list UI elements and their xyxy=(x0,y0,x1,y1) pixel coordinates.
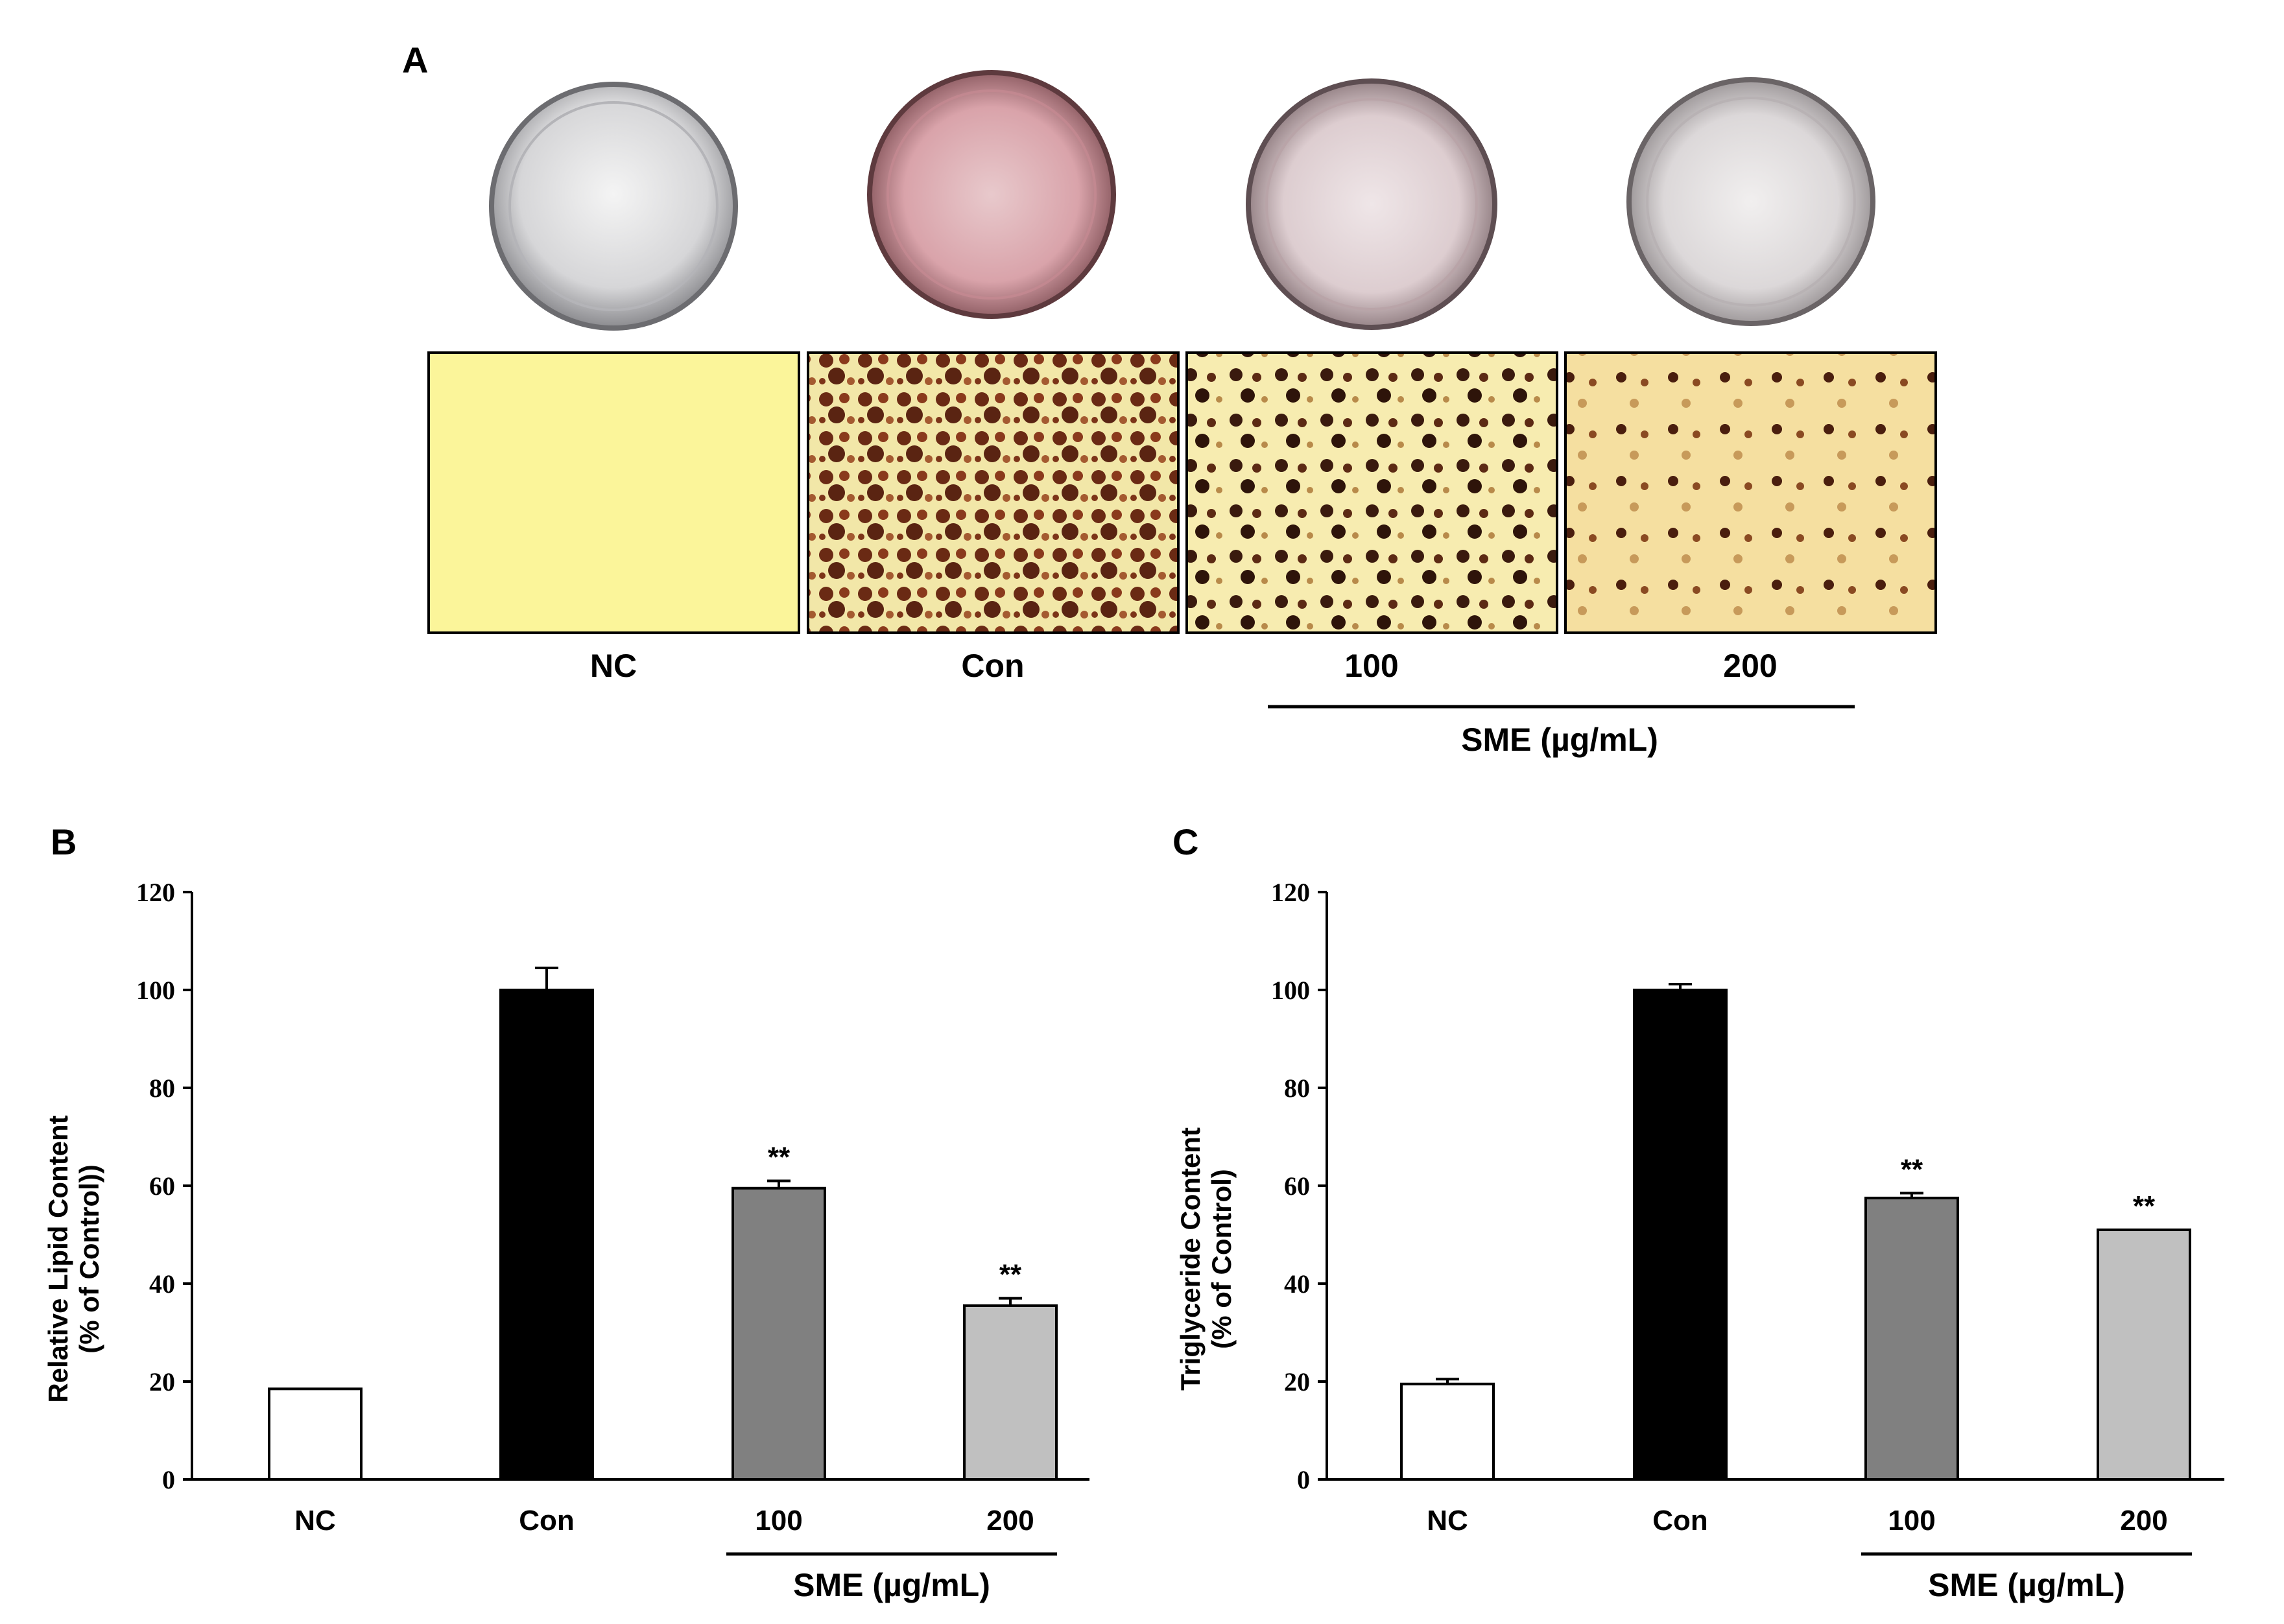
micrograph-con xyxy=(807,351,1180,634)
dish-photo-con xyxy=(867,70,1116,319)
x-category-label: Con xyxy=(519,1505,575,1536)
significance-marker: ** xyxy=(1901,1153,1923,1185)
dish-photo-100 xyxy=(1246,78,1497,330)
panel-label-a: A xyxy=(402,40,428,80)
bar-200 xyxy=(963,1304,1058,1481)
y-tick-label: 0 xyxy=(162,1465,175,1494)
significance-marker: ** xyxy=(2133,1190,2156,1222)
bar-nc xyxy=(1400,1382,1495,1481)
y-axis-label-line1: Triglyceride Content xyxy=(1175,1127,1206,1391)
micrograph-200 xyxy=(1564,351,1937,634)
bar-200 xyxy=(2097,1228,2191,1481)
bar-con xyxy=(1633,989,1728,1481)
x-axis-label: SME (µg/mL) xyxy=(793,1567,990,1603)
bar-100 xyxy=(1864,1196,1959,1481)
y-tick-label: 20 xyxy=(1284,1367,1310,1396)
group-label-nc: NC xyxy=(590,648,637,684)
y-tick-label: 80 xyxy=(149,1074,175,1103)
x-category-label: 200 xyxy=(986,1505,1034,1536)
x-category-label: 200 xyxy=(2120,1505,2167,1536)
y-tick-label: 80 xyxy=(1284,1074,1310,1103)
micrograph-100 xyxy=(1185,351,1558,634)
y-tick-label: 60 xyxy=(149,1171,175,1201)
group-label-100: 100 xyxy=(1344,648,1398,684)
panel-label-c: C xyxy=(1172,821,1198,862)
micrograph-nc xyxy=(427,351,800,634)
y-axis-label-line1: Relative Lipid Content xyxy=(43,1115,73,1402)
y-tick-label: 120 xyxy=(136,878,175,907)
x-category-label: NC xyxy=(294,1505,336,1536)
x-category-label: 100 xyxy=(755,1505,802,1536)
bar-con xyxy=(499,989,594,1481)
chart-b: B Relative Lipid Content (% of Control))… xyxy=(43,821,1089,1603)
treatment-label: SME (µg/mL) xyxy=(1461,722,1658,758)
y-tick-label: 60 xyxy=(1284,1171,1310,1201)
y-tick-label: 40 xyxy=(1284,1269,1310,1299)
y-tick-label: 0 xyxy=(1297,1465,1310,1494)
x-category-label: NC xyxy=(1427,1505,1468,1536)
chart-c: C Triglyceride Content (% of Control) SM… xyxy=(1172,821,2224,1603)
bar-100 xyxy=(732,1186,826,1481)
significance-marker: ** xyxy=(999,1259,1022,1291)
x-axis-label: SME (µg/mL) xyxy=(1928,1567,2125,1603)
y-tick-label: 100 xyxy=(1271,976,1310,1005)
dish-photo-200 xyxy=(1626,77,1875,326)
y-tick-label: 120 xyxy=(1271,878,1310,907)
dish-photo-nc xyxy=(489,82,738,331)
x-category-label: Con xyxy=(1652,1505,1708,1536)
y-axis-label-line2: (% of Control) xyxy=(1206,1169,1237,1349)
x-category-label: 100 xyxy=(1888,1505,1935,1536)
y-tick-label: 40 xyxy=(149,1269,175,1299)
y-axis-label-line2: (% of Control)) xyxy=(74,1164,104,1354)
group-label-200: 200 xyxy=(1723,648,1777,684)
panel-label-b: B xyxy=(51,821,77,862)
group-label-con: Con xyxy=(961,648,1024,684)
significance-marker: ** xyxy=(768,1141,791,1173)
bar-nc xyxy=(268,1387,363,1481)
y-tick-label: 20 xyxy=(149,1367,175,1396)
y-tick-label: 100 xyxy=(136,976,175,1005)
